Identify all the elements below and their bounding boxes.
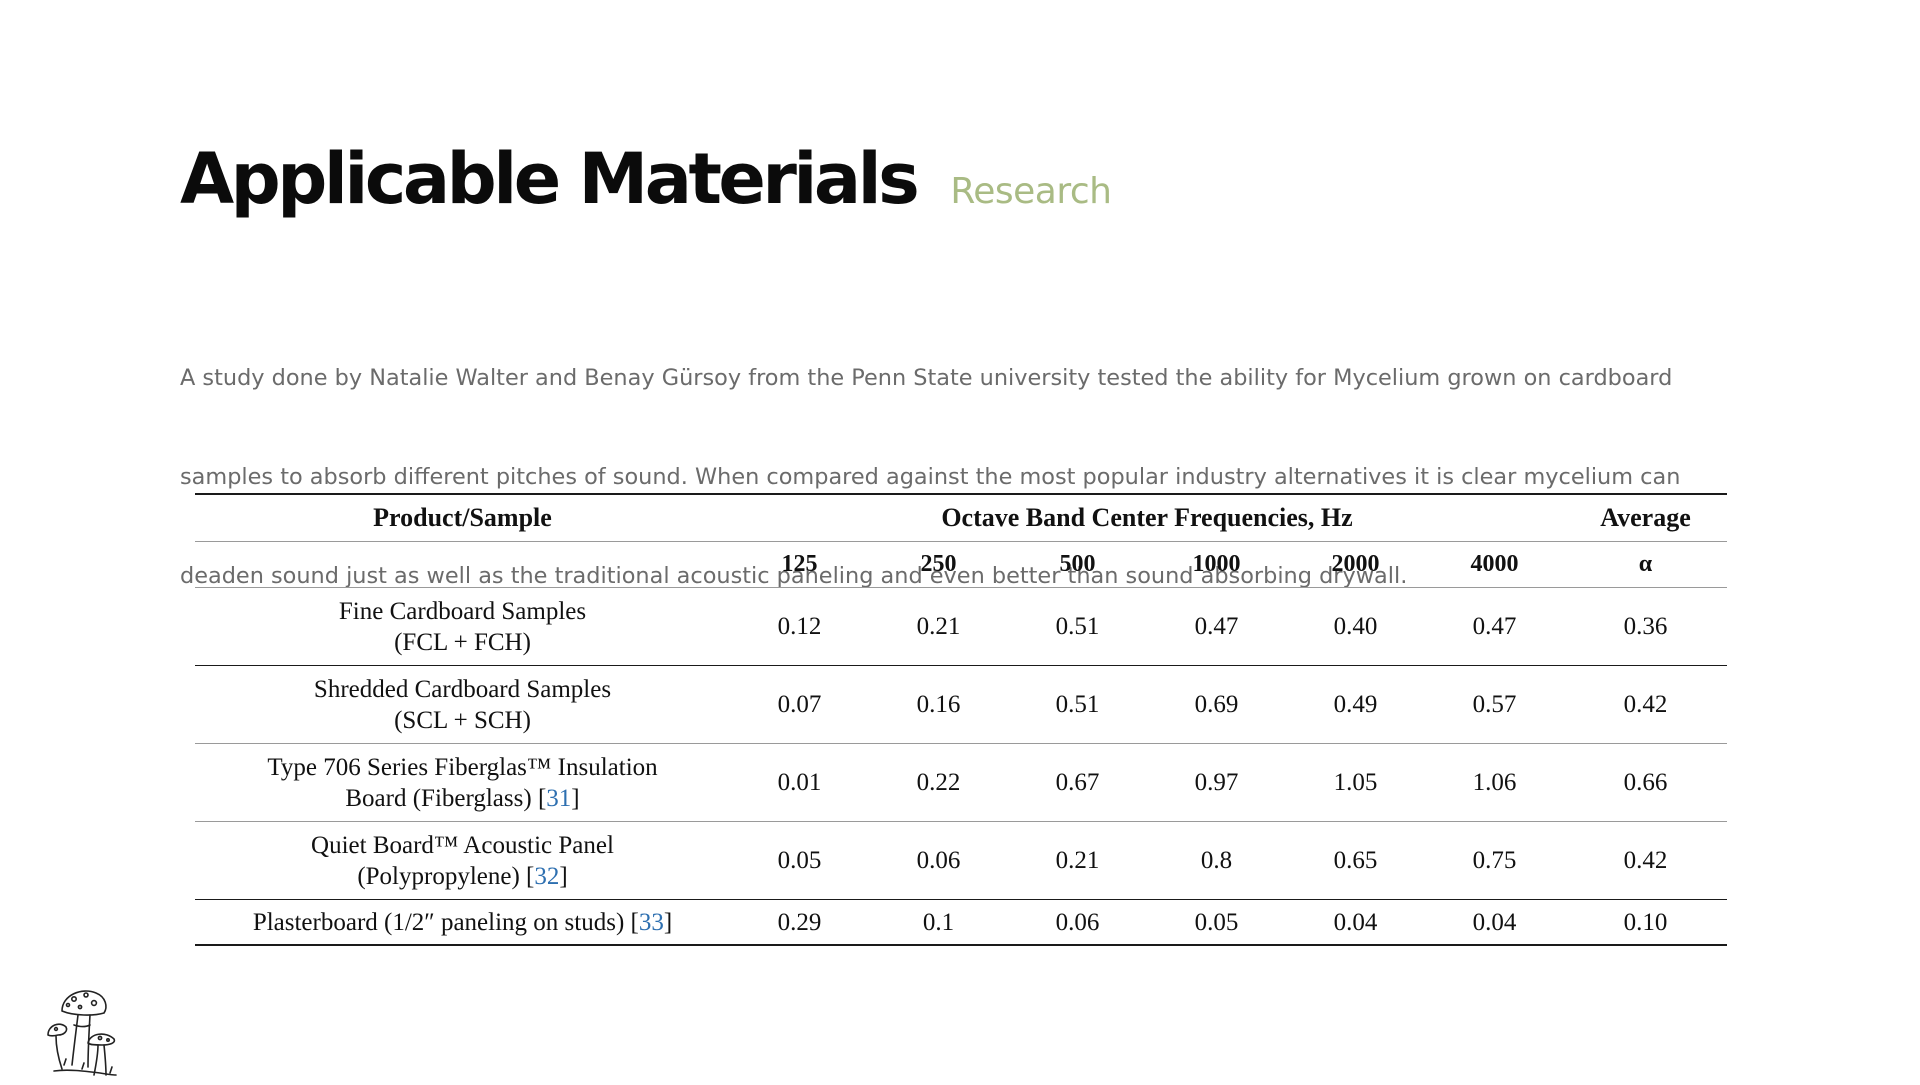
title-row: Applicable Materials Research (180, 138, 1112, 220)
value-cell: 0.22 (869, 743, 1008, 822)
average-cell: 0.42 (1564, 821, 1727, 900)
reference-bracket: ] (571, 784, 580, 812)
table-row: Plasterboard (1/2″ paneling on studs) [3… (195, 900, 1727, 946)
value-cell: 0.65 (1286, 821, 1425, 900)
value-cell: 0.47 (1147, 587, 1286, 666)
value-cell: 0.01 (730, 743, 869, 822)
product-name: Plasterboard (1/2″ paneling on studs) [ (252, 908, 639, 936)
product-cell: Plasterboard (1/2″ paneling on studs) [3… (195, 900, 730, 946)
value-cell: 0.49 (1286, 665, 1425, 744)
header-freq: 2000 (1286, 541, 1425, 588)
product-cell: Shredded Cardboard Samples (SCL + SCH) (195, 665, 730, 744)
product-name: (SCL + SCH) (394, 706, 531, 734)
product-cell: Type 706 Series Fiberglas™ Insulation Bo… (195, 743, 730, 822)
value-cell: 1.06 (1425, 743, 1564, 822)
product-name-ref-line: (Polypropylene) [32] (195, 861, 730, 892)
product-name: Quiet Board™ Acoustic Panel (311, 831, 614, 859)
value-cell: 0.51 (1008, 587, 1147, 666)
value-cell: 0.67 (1008, 743, 1147, 822)
value-cell: 0.05 (730, 821, 869, 900)
value-cell: 0.8 (1147, 821, 1286, 900)
product-name: (Polypropylene) [ (357, 862, 535, 890)
product-name: Fine Cardboard Samples (338, 597, 587, 625)
header-average: Average (1564, 494, 1727, 542)
value-cell: 1.05 (1286, 743, 1425, 822)
value-cell: 0.40 (1286, 587, 1425, 666)
value-cell: 0.51 (1008, 665, 1147, 744)
product-name: (FCL + FCH) (394, 628, 531, 656)
reference-bracket: ] (559, 862, 568, 890)
value-cell: 0.06 (869, 821, 1008, 900)
reference-link[interactable]: 31 (546, 784, 572, 812)
product-name-ref-line: Board (Fiberglass) [31] (195, 783, 730, 814)
product-name: Board (Fiberglass) [ (345, 784, 547, 812)
value-cell: 0.1 (922, 908, 955, 936)
value-cell: 0.06 (1055, 908, 1100, 936)
absorption-table-container: Product/Sample Octave Band Center Freque… (195, 493, 1727, 946)
average-cell: 0.66 (1564, 743, 1727, 822)
table-row: Quiet Board™ Acoustic Panel (Polypropyle… (195, 821, 1727, 900)
reference-link[interactable]: 32 (534, 862, 560, 890)
value-cell: 0.47 (1425, 587, 1564, 666)
average-cell: 0.42 (1564, 665, 1727, 744)
subheader-empty (195, 541, 730, 588)
table-subheader-row: 125 250 500 1000 2000 4000 α (195, 541, 1727, 588)
value-cell: 0.29 (777, 908, 822, 936)
intro-line: A study done by Natalie Walter and Benay… (180, 365, 1673, 391)
value-cell: 0.12 (730, 587, 869, 666)
header-freq: 4000 (1425, 541, 1564, 588)
value-cell: 0.21 (1008, 821, 1147, 900)
header-frequency-group: Octave Band Center Frequencies, Hz (730, 494, 1564, 542)
average-cell: 0.10 (1623, 908, 1668, 936)
value-cell: 0.16 (869, 665, 1008, 744)
value-cell: 0.57 (1425, 665, 1564, 744)
value-cell: 0.21 (869, 587, 1008, 666)
product-cell: Fine Cardboard Samples (FCL + FCH) (195, 587, 730, 666)
value-cell: 0.69 (1147, 665, 1286, 744)
table-row: Type 706 Series Fiberglas™ Insulation Bo… (195, 743, 1727, 822)
value-cell: 0.04 (1472, 908, 1517, 936)
reference-link[interactable]: 33 (638, 908, 664, 936)
page-title: Applicable Materials (180, 138, 920, 220)
value-cell: 0.07 (730, 665, 869, 744)
absorption-table: Product/Sample Octave Band Center Freque… (195, 493, 1727, 946)
product-name: Type 706 Series Fiberglas™ Insulation (267, 753, 658, 781)
header-freq: 250 (869, 541, 1008, 588)
table-row: Fine Cardboard Samples (FCL + FCH) 0.12 … (195, 587, 1727, 666)
value-cell: 0.05 (1194, 908, 1239, 936)
average-cell: 0.36 (1564, 587, 1727, 666)
page-subtitle: Research (950, 171, 1112, 212)
product-name-ref-line: Plasterboard (1/2″ paneling on studs) [3… (195, 907, 730, 938)
value-cell: 0.04 (1333, 908, 1378, 936)
mushroom-icon (44, 985, 124, 1081)
header-alpha: α (1564, 541, 1727, 588)
product-cell: Quiet Board™ Acoustic Panel (Polypropyle… (195, 821, 730, 900)
header-freq: 125 (730, 541, 869, 588)
table-header-row: Product/Sample Octave Band Center Freque… (195, 494, 1727, 542)
header-product: Product/Sample (195, 494, 730, 542)
reference-bracket: ] (663, 908, 673, 936)
header-freq: 500 (1008, 541, 1147, 588)
header-freq: 1000 (1147, 541, 1286, 588)
table-row: Shredded Cardboard Samples (SCL + SCH) 0… (195, 665, 1727, 744)
value-cell: 0.97 (1147, 743, 1286, 822)
value-cell: 0.75 (1425, 821, 1564, 900)
product-name: Shredded Cardboard Samples (313, 675, 612, 703)
intro-line: samples to absorb different pitches of s… (180, 464, 1681, 490)
